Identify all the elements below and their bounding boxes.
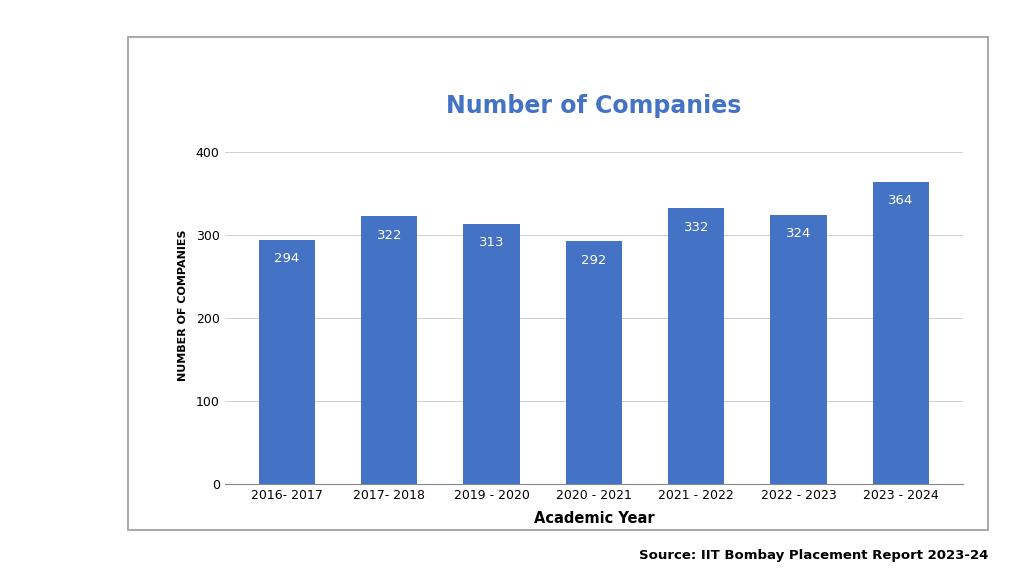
X-axis label: Academic Year: Academic Year [534,511,654,526]
Text: 313: 313 [479,236,505,249]
Bar [872,181,929,484]
Bar [259,240,315,484]
Text: 324: 324 [785,227,811,240]
Text: 322: 322 [377,229,402,242]
Bar [464,224,520,484]
Text: 294: 294 [274,252,300,265]
Y-axis label: NUMBER OF COMPANIES: NUMBER OF COMPANIES [177,229,187,381]
Text: 332: 332 [683,221,709,233]
Bar [566,241,622,484]
Text: Source: IIT Bombay Placement Report 2023-24: Source: IIT Bombay Placement Report 2023… [639,548,988,562]
Text: 292: 292 [582,254,606,267]
Bar [361,217,418,484]
Title: Number of Companies: Number of Companies [446,94,741,118]
Bar [668,208,724,484]
Text: 364: 364 [888,194,913,207]
Bar [770,215,826,484]
